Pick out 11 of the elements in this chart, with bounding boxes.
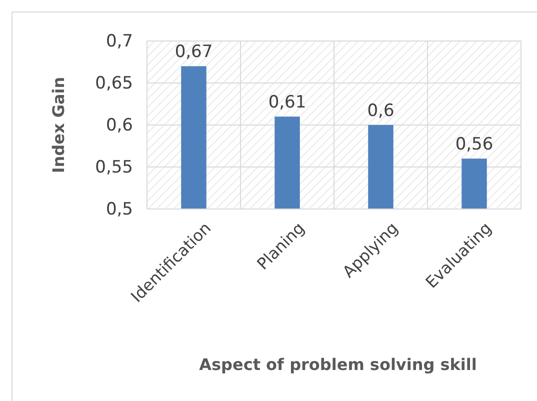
y-tick-label: 0,5 [106, 199, 133, 220]
y-tick-label: 0,55 [95, 157, 133, 178]
y-tick-label: 0,65 [95, 73, 133, 94]
x-axis-title: Aspect of problem solving skill [199, 355, 477, 374]
data-label: 0,6 [367, 101, 394, 121]
y-axis-title: Index Gain [49, 76, 68, 174]
data-label: 0,67 [174, 42, 213, 62]
y-tick-label: 0,7 [106, 31, 133, 52]
data-label: 0,56 [455, 134, 494, 155]
data-label: 0,61 [268, 92, 306, 113]
y-tick-label: 0,6 [106, 115, 133, 136]
